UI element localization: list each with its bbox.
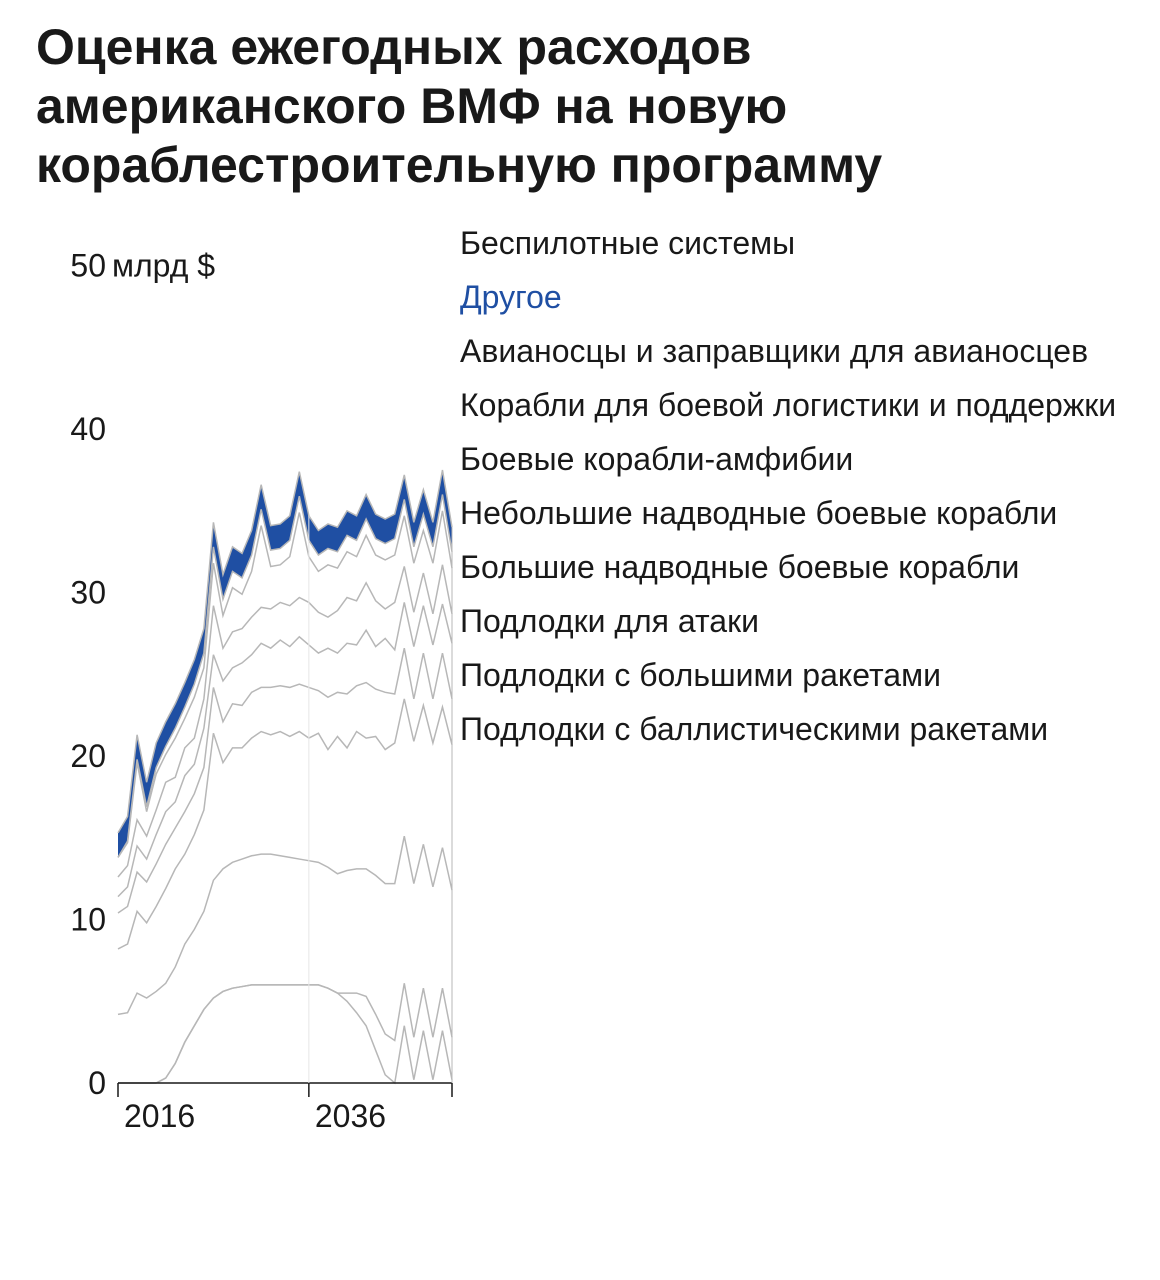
- y-tick-suffix: млрд $: [112, 248, 215, 284]
- legend-item: Беспилотные системы: [460, 223, 1124, 263]
- x-tick-label: 2036: [315, 1098, 386, 1134]
- legend-item: Авианосцы и заправщики для авианосцев: [460, 331, 1124, 371]
- series-line: [118, 495, 452, 858]
- legend-item: Подлодки для атаки: [460, 601, 1124, 641]
- series-line: [118, 511, 452, 858]
- y-tick-label: 0: [88, 1065, 106, 1101]
- legend-panel: Беспилотные системы Другое Авианосцы и зап…: [456, 223, 1124, 763]
- y-tick-label: 20: [70, 738, 106, 774]
- page-title: Оценка ежегодных расходов американского …: [36, 18, 1124, 195]
- x-tick-label: 2016: [124, 1098, 195, 1134]
- y-tick-label: 30: [70, 575, 106, 611]
- legend-item: Другое: [460, 277, 1124, 317]
- y-tick-label: 40: [70, 411, 106, 447]
- legend-item: Подлодки с баллистическими ракетами: [460, 709, 1124, 749]
- series-line: [118, 983, 452, 1083]
- legend-item: Небольшие надводные боевые корабли: [460, 493, 1124, 533]
- legend-item: Корабли для боевой логистики и поддержки: [460, 385, 1124, 425]
- legend-item: Подлодки с большими ракетами: [460, 655, 1124, 695]
- legend-item: Большие надводные боевые корабли: [460, 547, 1124, 587]
- legend-item: Боевые корабли-амфибии: [460, 439, 1124, 479]
- y-tick-label: 50: [70, 248, 106, 284]
- chart-panel: 01020304050 млрд $201620362051: [36, 223, 456, 1143]
- y-tick-label: 10: [70, 902, 106, 938]
- stacked-area-chart: 01020304050 млрд $201620362051: [36, 223, 456, 1143]
- series-line: [118, 836, 452, 1014]
